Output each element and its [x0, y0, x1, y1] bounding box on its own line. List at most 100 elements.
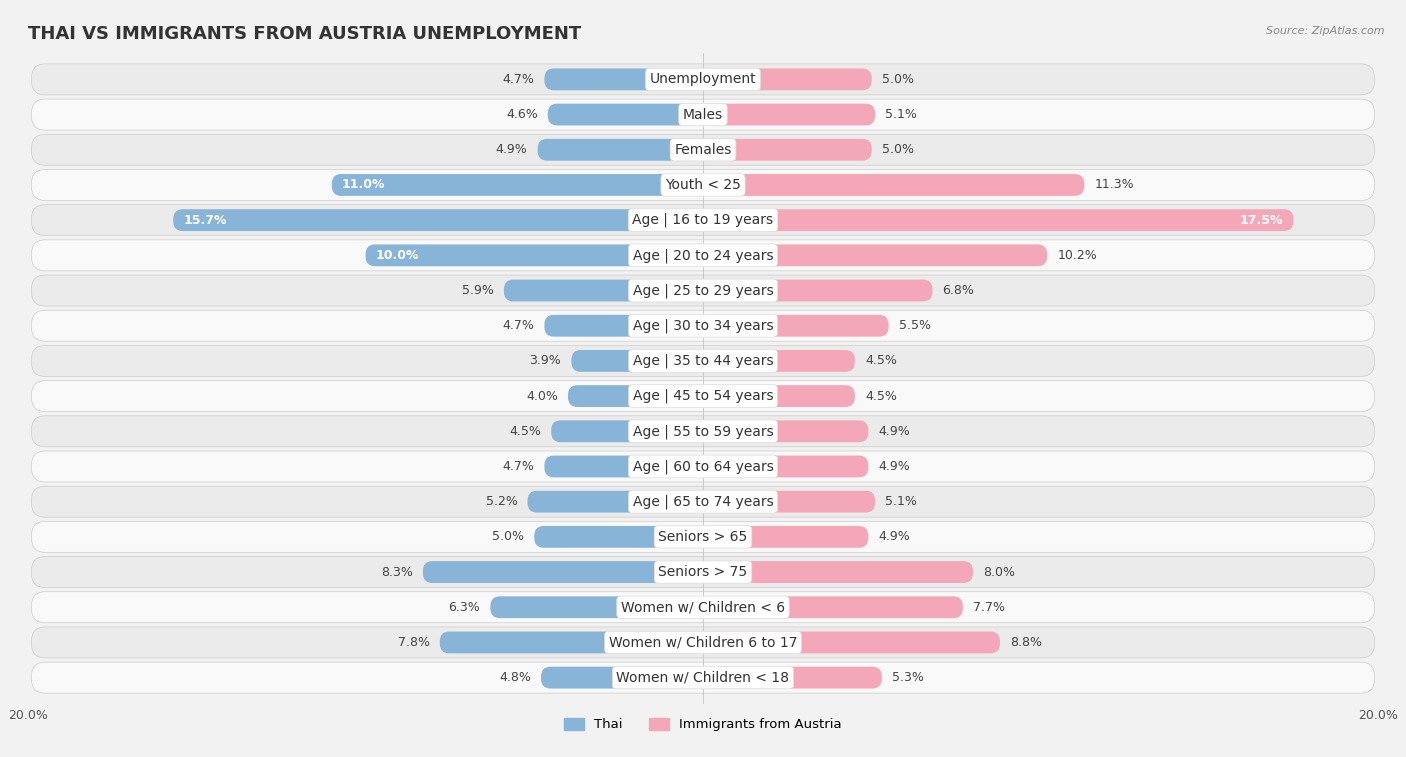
FancyBboxPatch shape: [31, 592, 1375, 623]
Text: 5.5%: 5.5%: [898, 319, 931, 332]
Legend: Thai, Immigrants from Austria: Thai, Immigrants from Austria: [558, 712, 848, 737]
Text: Age | 45 to 54 years: Age | 45 to 54 years: [633, 389, 773, 403]
FancyBboxPatch shape: [541, 667, 703, 689]
Text: Age | 20 to 24 years: Age | 20 to 24 years: [633, 248, 773, 263]
Text: 4.5%: 4.5%: [865, 354, 897, 367]
Text: 10.0%: 10.0%: [375, 249, 419, 262]
FancyBboxPatch shape: [31, 310, 1375, 341]
Text: 8.0%: 8.0%: [983, 565, 1015, 578]
Text: 3.9%: 3.9%: [530, 354, 561, 367]
FancyBboxPatch shape: [31, 204, 1375, 235]
FancyBboxPatch shape: [527, 491, 703, 512]
FancyBboxPatch shape: [703, 561, 973, 583]
FancyBboxPatch shape: [703, 385, 855, 407]
FancyBboxPatch shape: [31, 486, 1375, 517]
Text: 5.0%: 5.0%: [882, 73, 914, 86]
FancyBboxPatch shape: [544, 68, 703, 90]
FancyBboxPatch shape: [703, 139, 872, 160]
FancyBboxPatch shape: [31, 275, 1375, 306]
FancyBboxPatch shape: [332, 174, 703, 196]
FancyBboxPatch shape: [703, 631, 1000, 653]
FancyBboxPatch shape: [703, 315, 889, 337]
FancyBboxPatch shape: [703, 174, 1084, 196]
Text: 8.8%: 8.8%: [1010, 636, 1042, 649]
FancyBboxPatch shape: [31, 240, 1375, 271]
FancyBboxPatch shape: [703, 68, 872, 90]
FancyBboxPatch shape: [31, 522, 1375, 553]
Text: 10.2%: 10.2%: [1057, 249, 1097, 262]
Text: Age | 30 to 34 years: Age | 30 to 34 years: [633, 319, 773, 333]
Text: Seniors > 65: Seniors > 65: [658, 530, 748, 544]
Text: 4.9%: 4.9%: [879, 425, 910, 438]
Text: 4.9%: 4.9%: [879, 460, 910, 473]
Text: Women w/ Children < 6: Women w/ Children < 6: [621, 600, 785, 614]
Text: 4.9%: 4.9%: [879, 531, 910, 544]
FancyBboxPatch shape: [548, 104, 703, 126]
Text: Age | 55 to 59 years: Age | 55 to 59 years: [633, 424, 773, 438]
Text: Source: ZipAtlas.com: Source: ZipAtlas.com: [1267, 26, 1385, 36]
FancyBboxPatch shape: [703, 420, 869, 442]
FancyBboxPatch shape: [571, 350, 703, 372]
Text: 15.7%: 15.7%: [183, 213, 226, 226]
Text: Seniors > 75: Seniors > 75: [658, 565, 748, 579]
FancyBboxPatch shape: [31, 170, 1375, 201]
Text: 4.7%: 4.7%: [502, 319, 534, 332]
Text: 7.7%: 7.7%: [973, 601, 1005, 614]
FancyBboxPatch shape: [31, 134, 1375, 165]
FancyBboxPatch shape: [703, 245, 1047, 266]
FancyBboxPatch shape: [703, 597, 963, 618]
Text: 6.8%: 6.8%: [942, 284, 974, 297]
FancyBboxPatch shape: [568, 385, 703, 407]
Text: 5.0%: 5.0%: [492, 531, 524, 544]
FancyBboxPatch shape: [703, 526, 869, 548]
Text: Women w/ Children < 18: Women w/ Children < 18: [616, 671, 790, 684]
Text: 5.0%: 5.0%: [882, 143, 914, 156]
FancyBboxPatch shape: [551, 420, 703, 442]
FancyBboxPatch shape: [31, 451, 1375, 482]
FancyBboxPatch shape: [703, 491, 875, 512]
FancyBboxPatch shape: [31, 345, 1375, 376]
Text: Youth < 25: Youth < 25: [665, 178, 741, 192]
Text: 4.5%: 4.5%: [509, 425, 541, 438]
Text: 11.0%: 11.0%: [342, 179, 385, 192]
Text: 4.7%: 4.7%: [502, 460, 534, 473]
FancyBboxPatch shape: [440, 631, 703, 653]
Text: 4.5%: 4.5%: [865, 390, 897, 403]
Text: Age | 16 to 19 years: Age | 16 to 19 years: [633, 213, 773, 227]
FancyBboxPatch shape: [31, 64, 1375, 95]
FancyBboxPatch shape: [31, 381, 1375, 412]
Text: 5.1%: 5.1%: [886, 495, 917, 508]
Text: 5.3%: 5.3%: [891, 671, 924, 684]
FancyBboxPatch shape: [423, 561, 703, 583]
Text: 11.3%: 11.3%: [1094, 179, 1135, 192]
FancyBboxPatch shape: [31, 556, 1375, 587]
Text: 8.3%: 8.3%: [381, 565, 413, 578]
Text: 5.1%: 5.1%: [886, 108, 917, 121]
FancyBboxPatch shape: [31, 627, 1375, 658]
FancyBboxPatch shape: [537, 139, 703, 160]
Text: Age | 25 to 29 years: Age | 25 to 29 years: [633, 283, 773, 298]
Text: 17.5%: 17.5%: [1240, 213, 1284, 226]
FancyBboxPatch shape: [534, 526, 703, 548]
FancyBboxPatch shape: [703, 279, 932, 301]
Text: 6.3%: 6.3%: [449, 601, 481, 614]
Text: Age | 60 to 64 years: Age | 60 to 64 years: [633, 459, 773, 474]
Text: Unemployment: Unemployment: [650, 73, 756, 86]
FancyBboxPatch shape: [703, 456, 869, 478]
Text: Males: Males: [683, 107, 723, 122]
FancyBboxPatch shape: [703, 209, 1294, 231]
Text: 4.0%: 4.0%: [526, 390, 558, 403]
FancyBboxPatch shape: [544, 315, 703, 337]
FancyBboxPatch shape: [366, 245, 703, 266]
Text: 5.9%: 5.9%: [463, 284, 494, 297]
FancyBboxPatch shape: [503, 279, 703, 301]
Text: 4.6%: 4.6%: [506, 108, 537, 121]
Text: 4.7%: 4.7%: [502, 73, 534, 86]
FancyBboxPatch shape: [31, 662, 1375, 693]
Text: Females: Females: [675, 143, 731, 157]
FancyBboxPatch shape: [544, 456, 703, 478]
FancyBboxPatch shape: [173, 209, 703, 231]
Text: THAI VS IMMIGRANTS FROM AUSTRIA UNEMPLOYMENT: THAI VS IMMIGRANTS FROM AUSTRIA UNEMPLOY…: [28, 25, 581, 43]
Text: Age | 65 to 74 years: Age | 65 to 74 years: [633, 494, 773, 509]
Text: Age | 35 to 44 years: Age | 35 to 44 years: [633, 354, 773, 368]
